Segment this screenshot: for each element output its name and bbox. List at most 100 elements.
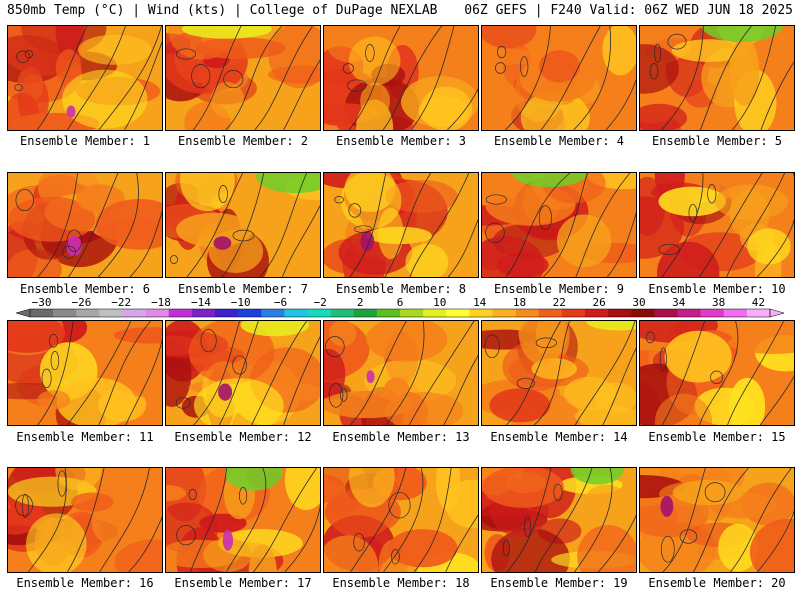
ensemble-member-label: Ensemble Member: 9	[493, 282, 625, 296]
ensemble-member-panel	[165, 172, 321, 278]
colorbar-tick-label: 42	[751, 296, 766, 309]
colorbar-tick-label: 34	[672, 296, 686, 309]
colorbar-tick-label: 22	[552, 296, 566, 309]
colorbar-swatch	[261, 309, 285, 317]
temperature-colorbar	[15, 308, 785, 318]
ensemble-member-panel	[165, 467, 321, 573]
colorbar-swatch	[238, 309, 262, 317]
colorbar-tick-label: −6	[273, 296, 288, 309]
temperature-field-map	[482, 321, 636, 425]
ensemble-member-panel	[7, 320, 163, 426]
temperature-field-map	[482, 26, 636, 130]
ensemble-member-label: Ensemble Member: 2	[177, 134, 309, 148]
colorbar-swatch	[700, 309, 725, 317]
ensemble-member-panel	[7, 25, 163, 131]
colorbar-labels: −30 −26 −22 −18 −14 −10 −6 −2 2 6 10 14 18 22 26 30 34 38…	[0, 296, 800, 309]
colorbar-swatch	[585, 309, 609, 317]
ensemble-member-label: Ensemble Member: 19	[490, 576, 628, 590]
colorbar-swatch	[76, 309, 100, 317]
colorbar-swatch	[376, 309, 401, 317]
temperature-field-map	[324, 26, 478, 130]
colorbar-tick-label: −18	[151, 296, 171, 309]
colorbar-swatch	[307, 309, 331, 317]
ensemble-member-label: Ensemble Member: 10	[648, 282, 786, 296]
temperature-field-map	[324, 321, 478, 425]
ensemble-member-label: Ensemble Member: 6	[19, 282, 151, 296]
ensemble-member-panel	[323, 172, 479, 278]
ensemble-member-label: Ensemble Member: 5	[651, 134, 783, 148]
ensemble-member-label: Ensemble Member: 16	[16, 576, 154, 590]
temperature-field-map	[8, 173, 162, 277]
ensemble-member-panel	[639, 25, 795, 131]
ensemble-member-panel	[323, 320, 479, 426]
colorbar-tick-label: 18	[512, 296, 527, 309]
ensemble-member-panel	[481, 25, 637, 131]
colorbar-swatch	[30, 309, 54, 317]
ensemble-member-panel	[481, 172, 637, 278]
temperature-field-map	[640, 26, 794, 130]
ensemble-member-label: Ensemble Member: 15	[648, 430, 786, 444]
colorbar-tick-label: −22	[111, 296, 132, 309]
colorbar-swatch	[353, 309, 378, 317]
valid-time: 06Z GEFS | F240 Valid: 06Z WED JUN 18 20…	[464, 3, 793, 18]
colorbar-tick-label: 14	[473, 296, 487, 309]
colorbar-tick-label: −2	[313, 296, 327, 309]
colorbar-tick-label: −10	[230, 296, 251, 309]
colorbar-swatch	[561, 309, 586, 317]
colorbar-swatch	[168, 309, 193, 317]
colorbar-swatch	[515, 309, 540, 317]
ensemble-member-label: Ensemble Member: 13	[332, 430, 470, 444]
colorbar-swatch	[492, 309, 516, 317]
temperature-field-map	[166, 173, 320, 277]
map-title: 850mb Temp (°C) | Wind (kts) | College o…	[7, 3, 438, 18]
ensemble-member-panel	[165, 25, 321, 131]
temperature-field-map	[166, 468, 320, 572]
colorbar-swatch	[330, 309, 355, 317]
colorbar-swatch	[631, 309, 655, 317]
ensemble-member-panel	[323, 467, 479, 573]
colorbar-tick-label: 10	[433, 296, 447, 309]
ensemble-member-panel	[165, 320, 321, 426]
ensemble-member-label: Ensemble Member: 18	[332, 576, 470, 590]
colorbar-tick-label: 30	[632, 296, 646, 309]
colorbar-swatch	[284, 309, 308, 317]
colorbar-swatch	[538, 309, 563, 317]
ensemble-member-label: Ensemble Member: 8	[335, 282, 467, 296]
temperature-field-map	[324, 173, 478, 277]
colorbar-tick-label: 26	[592, 296, 606, 309]
temperature-field-map	[166, 321, 320, 425]
colorbar-swatch	[446, 309, 470, 317]
ensemble-member-panel	[323, 25, 479, 131]
ensemble-member-label: Ensemble Member: 1	[19, 134, 151, 148]
temperature-field-map	[324, 468, 478, 572]
temperature-field-map	[482, 468, 636, 572]
colorbar-swatch	[215, 309, 239, 317]
colorbar-swatch	[400, 309, 424, 317]
ensemble-member-panel	[7, 467, 163, 573]
ensemble-member-label: Ensemble Member: 11	[16, 430, 154, 444]
colorbar-tick-label: −14	[190, 296, 211, 309]
colorbar-min-arrow	[15, 308, 31, 318]
ensemble-member-panel	[481, 320, 637, 426]
colorbar-max-arrow	[769, 308, 785, 318]
colorbar-tick-label: 38	[711, 296, 726, 309]
temperature-field-map	[8, 26, 162, 130]
colorbar-tick-label: 2	[356, 296, 364, 309]
temperature-field-map	[8, 321, 162, 425]
ensemble-member-label: Ensemble Member: 4	[493, 134, 625, 148]
colorbar-swatch	[677, 309, 701, 317]
ensemble-member-panel	[639, 172, 795, 278]
temperature-field-map	[640, 468, 794, 572]
ensemble-member-panel	[639, 320, 795, 426]
colorbar-swatch	[469, 309, 493, 317]
colorbar-swatch	[746, 309, 771, 317]
ensemble-member-label: Ensemble Member: 17	[174, 576, 312, 590]
ensemble-member-label: Ensemble Member: 12	[174, 430, 312, 444]
temperature-field-map	[166, 26, 320, 130]
colorbar-swatch	[145, 309, 170, 317]
ensemble-member-label: Ensemble Member: 3	[335, 134, 467, 148]
colorbar-tick-label: −26	[71, 296, 92, 309]
colorbar-swatch	[122, 309, 146, 317]
temperature-field-map	[482, 173, 636, 277]
ensemble-member-label: Ensemble Member: 20	[648, 576, 786, 590]
